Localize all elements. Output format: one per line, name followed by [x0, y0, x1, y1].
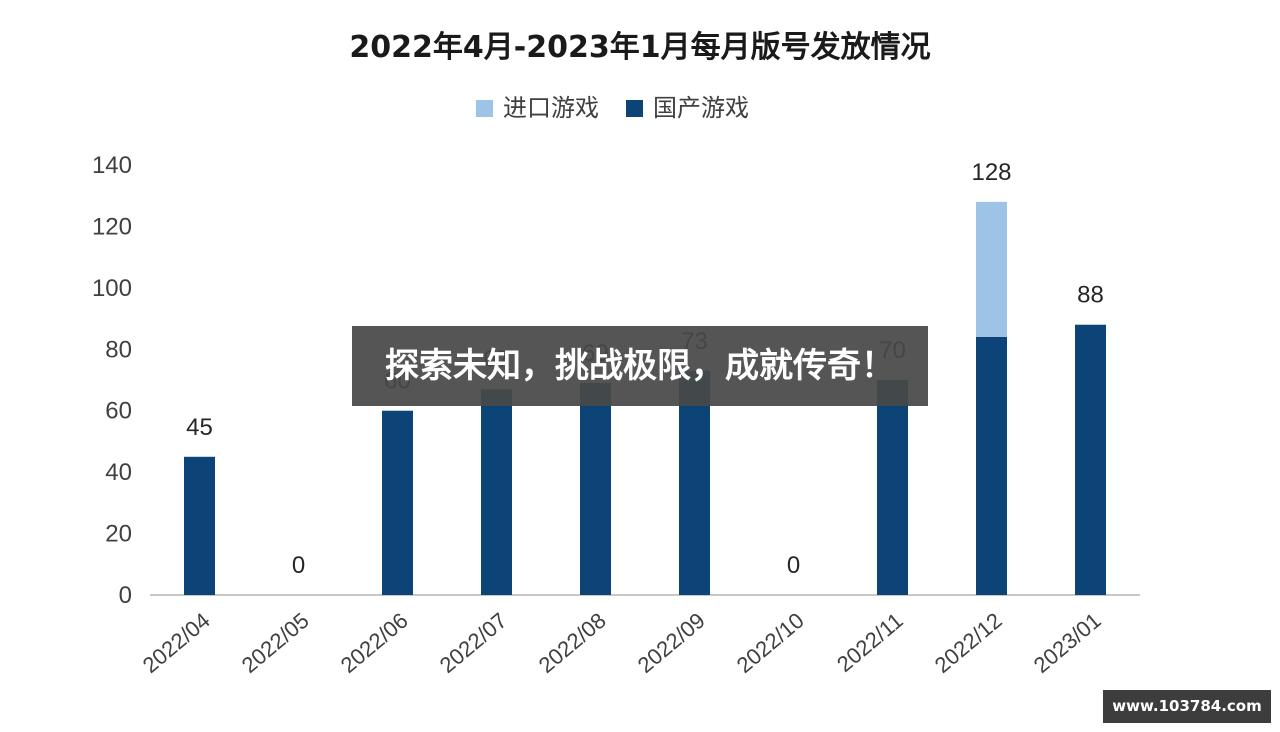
bar-2022-09-domestic [679, 370, 710, 595]
x-tick-label: 2022/11 [832, 608, 908, 677]
legend-label-imported: 进口游戏 [503, 94, 599, 122]
data-label: 0 [787, 552, 800, 579]
data-label: 45 [186, 414, 213, 441]
y-tick-label: 80 [105, 336, 132, 363]
x-tick-label: 2022/10 [732, 608, 809, 678]
y-tick-label: 60 [105, 398, 132, 425]
x-tick-label: 2022/12 [930, 608, 1007, 678]
bar-2022-12-imported [976, 201, 1007, 337]
x-tick-label: 2022/05 [237, 608, 314, 678]
legend-label-domestic: 国产游戏 [653, 94, 749, 122]
x-tick-label: 2023/01 [1029, 608, 1106, 678]
legend-swatch-imported [476, 100, 493, 117]
bar-2023-01-domestic [1075, 324, 1106, 595]
data-label: 88 [1077, 282, 1104, 309]
y-tick-label: 20 [105, 521, 132, 548]
bar-2022-11-domestic [877, 380, 908, 595]
y-tick-label: 100 [92, 275, 132, 302]
x-tick-label: 2022/07 [435, 608, 512, 678]
bar-2022-07-domestic [481, 389, 512, 595]
y-tick-label: 40 [105, 459, 132, 486]
x-tick-label: 2022/06 [336, 608, 413, 678]
bar-2022-12-domestic [976, 337, 1007, 595]
data-label: 0 [292, 552, 305, 579]
watermark-badge: www.103784.com [1103, 690, 1271, 723]
bar-2022-08-domestic [580, 383, 611, 595]
y-tick-label: 0 [119, 582, 132, 609]
bar-2022-06-domestic [382, 410, 413, 595]
bar-2022-04-domestic [184, 456, 215, 595]
data-label: 128 [971, 159, 1011, 186]
x-tick-label: 2022/09 [633, 608, 710, 678]
legend-swatch-domestic [626, 100, 643, 117]
x-tick-label: 2022/04 [138, 608, 215, 678]
x-tick-label: 2022/08 [534, 608, 611, 678]
chart-title: 2022年4月-2023年1月每月版号发放情况 [349, 30, 931, 65]
y-tick-label: 140 [92, 152, 132, 179]
y-tick-label: 120 [92, 213, 132, 240]
overlay-banner: 探索未知，挑战极限，成就传奇！ [352, 326, 928, 406]
